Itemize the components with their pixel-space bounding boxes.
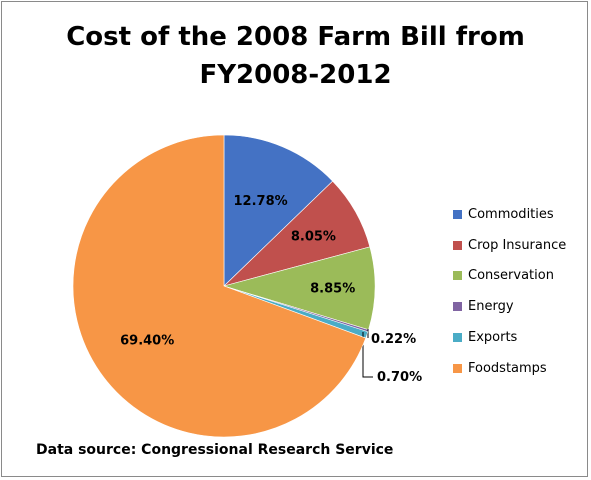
data-label-commodities: 12.78% — [234, 194, 288, 209]
legend-swatch — [453, 209, 462, 219]
legend-item-energy: Energy — [453, 291, 566, 322]
legend-swatch — [453, 363, 462, 373]
legend-item-foodstamps: Foodstamps — [453, 353, 566, 384]
legend-label: Foodstamps — [468, 360, 547, 376]
data-source-note: Data source: Congressional Research Serv… — [36, 442, 394, 458]
data-label-foodstamps: 69.40% — [120, 334, 174, 349]
data-label-conservation: 8.85% — [310, 282, 355, 297]
legend-swatch — [453, 240, 462, 250]
legend-swatch — [453, 302, 462, 312]
legend-swatch — [453, 271, 462, 281]
data-label-exports: 0.70% — [377, 370, 422, 385]
chart-title-line-2: FY2008-2012 — [199, 60, 392, 90]
legend-label: Conservation — [468, 268, 554, 284]
legend-label: Exports — [468, 330, 518, 346]
legend-label: Energy — [468, 299, 514, 315]
legend-item-exports: Exports — [453, 322, 566, 353]
legend-swatch — [453, 333, 462, 343]
pie-slice-foodstamps — [72, 134, 367, 438]
legend: Commodities Crop Insurance Conservation Ene… — [453, 199, 566, 384]
chart-title-line-1: Cost of the 2008 Farm Bill from — [66, 22, 525, 52]
legend-label: Crop Insurance — [468, 237, 567, 253]
legend-label: Commodities — [468, 206, 554, 222]
pie-slice-conservation — [222, 246, 376, 331]
pie-slice-commodities — [223, 134, 334, 287]
legend-item-conservation: Conservation — [453, 261, 566, 292]
leader-line-exports — [362, 332, 373, 378]
legend-item-crop-insurance: Crop Insurance — [453, 230, 566, 261]
chart-title: Cost of the 2008 Farm Bill from FY2008-2… — [0, 18, 591, 94]
legend-item-commodities: Commodities — [453, 199, 566, 230]
data-label-crop-insurance: 8.05% — [291, 229, 336, 244]
data-label-energy: 0.22% — [371, 332, 416, 347]
